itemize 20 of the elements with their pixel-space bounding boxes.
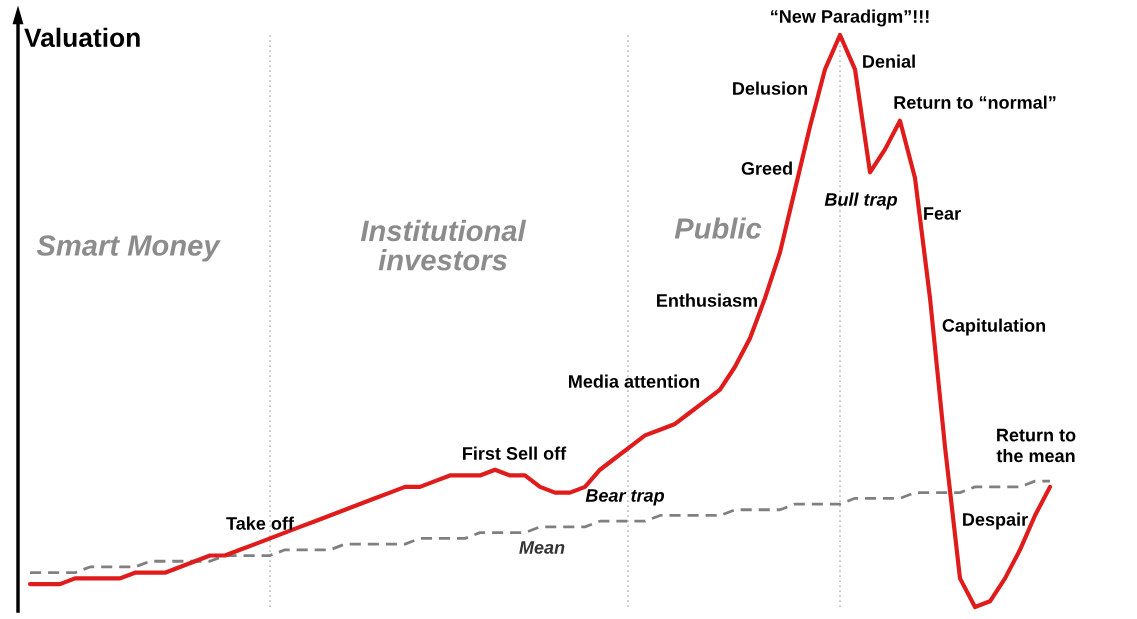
annotation: Take off [226,516,294,530]
annotation: Public [674,217,762,239]
annotation: Enthusiasm [657,293,758,307]
series-label: Mean [519,541,565,554]
annotation: Return to “normal” [894,95,1056,109]
annotation: Delusion [733,81,808,95]
annotation: Media attention [569,374,700,388]
annotation: Capitulation [942,318,1046,336]
annotation: Greed [741,161,792,175]
annotation: Return to the mean [996,428,1076,463]
annotation: Denial [863,54,915,68]
annotation: Institutional investors [360,219,527,271]
annotation: Fear [924,207,961,220]
annotation: First Sell off [463,446,567,460]
text: “New Paradigm”!!! [771,9,929,27]
annotation: Despair [963,512,1028,530]
annotation: Smart Money [36,235,221,262]
annotation: Bear trap [585,489,665,506]
annotation: Bull trap [824,192,898,210]
y-axis-title: Valuation [24,27,140,48]
